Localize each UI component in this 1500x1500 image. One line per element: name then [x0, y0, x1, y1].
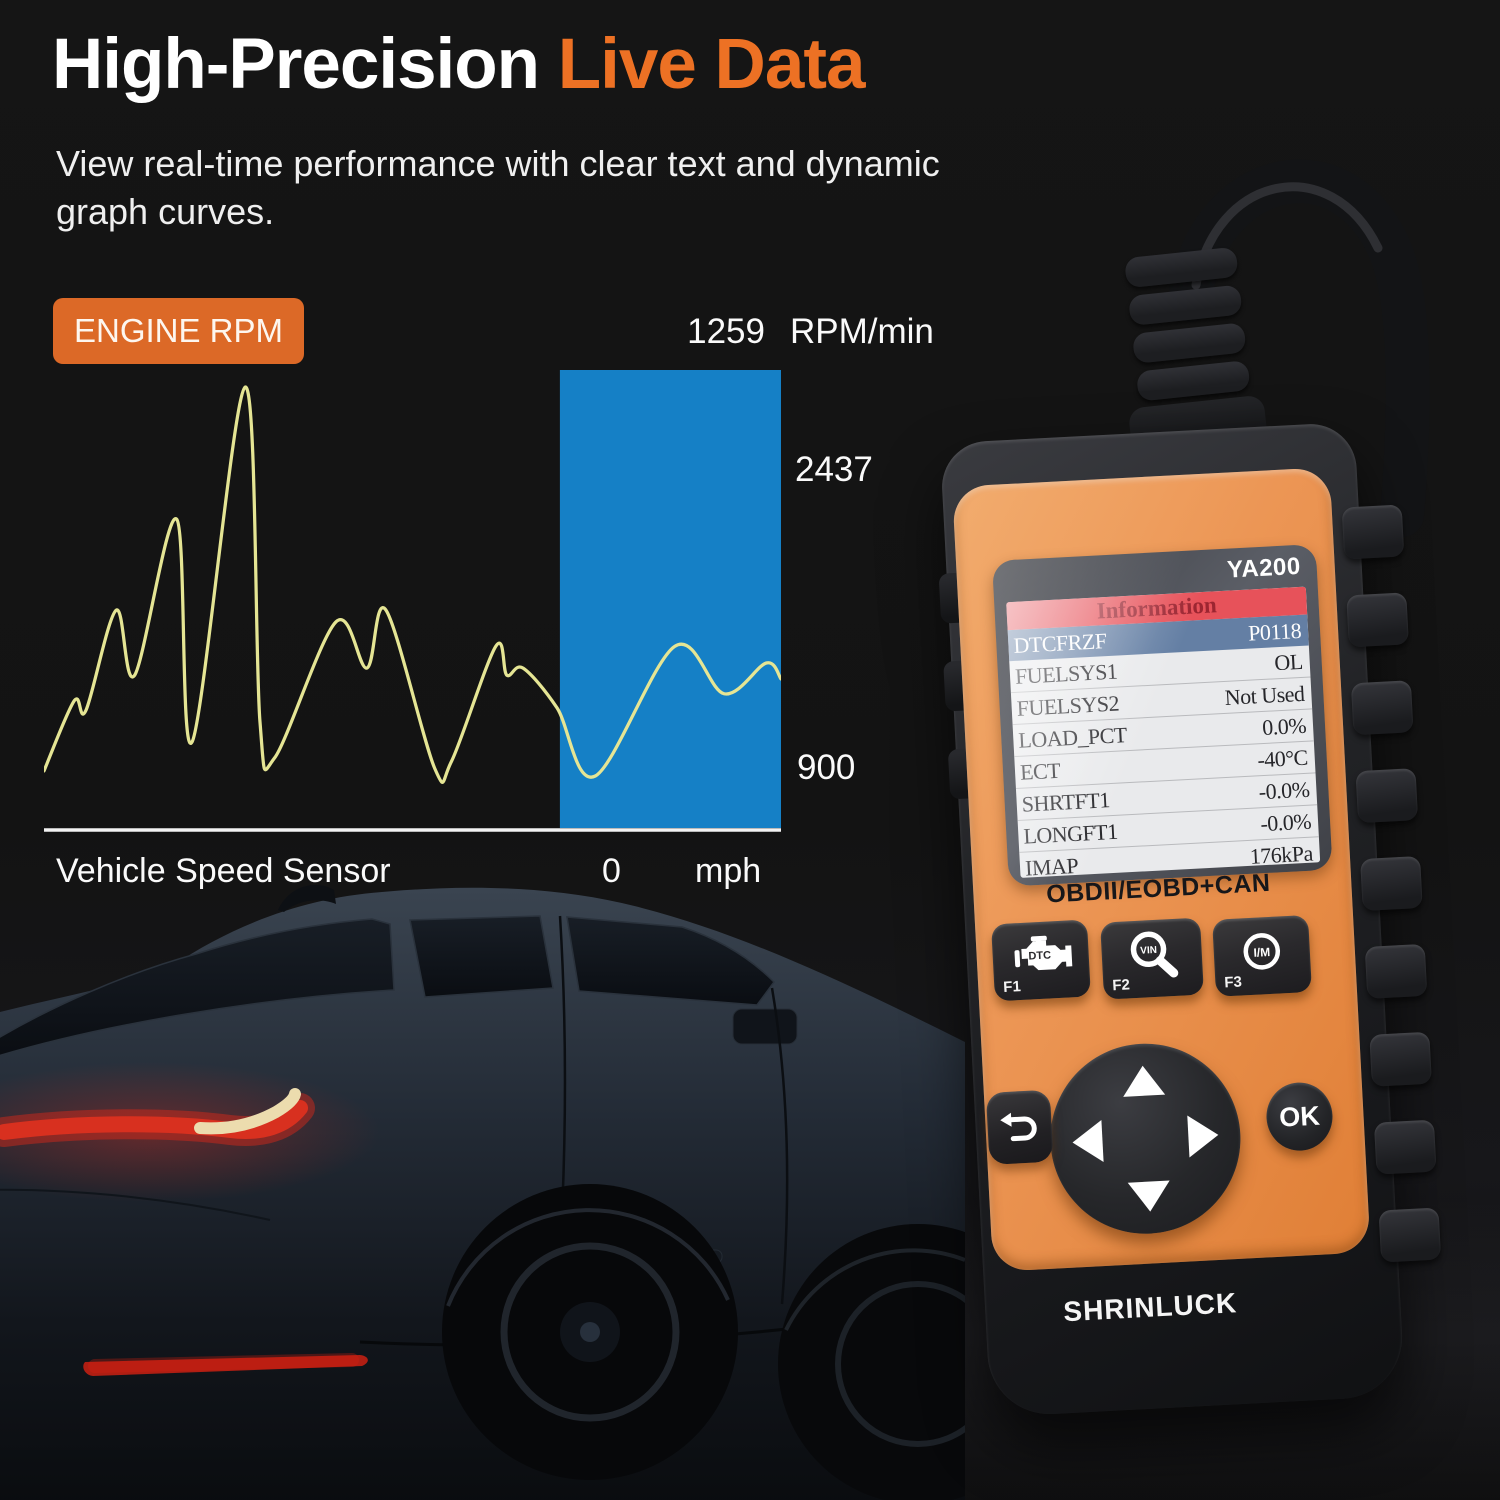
dtc-button[interactable]: DTC F1: [991, 919, 1091, 1002]
bumper-seam: [0, 1188, 271, 1221]
row-value: -0.0%: [1258, 776, 1310, 804]
f1-label: F1: [1002, 978, 1022, 996]
device-faceplate: YA200 Information DTCFRZF P0118 FUELSYS1 OL…: [952, 467, 1371, 1272]
row-value: 176kPa: [1249, 840, 1314, 869]
im-readiness-button[interactable]: I/M F3: [1212, 914, 1312, 997]
svg-text:VIN: VIN: [1140, 945, 1157, 957]
lcd-screen: Information DTCFRZF P0118 FUELSYS1 OL FUELSY…: [1006, 586, 1321, 878]
side-grip-rib: [1378, 1207, 1442, 1263]
subtitle-line1: View real-time performance with clear te…: [56, 143, 940, 184]
rpm-curve: [44, 385, 781, 784]
arrow-up-icon[interactable]: [1121, 1064, 1166, 1097]
cable-strain-relief: [1124, 246, 1269, 459]
row-label: SHRTFT1: [1021, 786, 1111, 817]
back-button[interactable]: [985, 1089, 1054, 1165]
engine-icon: DTC: [1014, 935, 1073, 970]
back-arrow-icon: [1000, 1112, 1037, 1142]
row-value: 0.0%: [1261, 712, 1307, 740]
arrow-down-icon[interactable]: [1127, 1180, 1172, 1213]
car-antenna-fin: [278, 884, 336, 912]
subtitle: View real-time performance with clear te…: [56, 140, 940, 236]
lower-reflector-glow: [88, 1353, 359, 1373]
page-title: High-Precision Live Data: [52, 24, 866, 105]
screen-data-table: DTCFRZF P0118 FUELSYS1 OL FUELSYS2 Not Used LO…: [1007, 614, 1321, 878]
x-axis-unit: mph: [695, 852, 762, 890]
row-value: -40°C: [1256, 744, 1309, 772]
side-grip-rib: [1373, 1119, 1437, 1175]
side-grip-rib: [1346, 592, 1409, 648]
row-label: IMAP: [1024, 852, 1079, 878]
side-grip-rib: [1369, 1031, 1432, 1087]
vin-magnifier-icon: VIN: [1130, 931, 1179, 978]
car-door-seam-2: [770, 987, 789, 1305]
car-rear-wheel: [442, 1184, 738, 1480]
svg-text:DTC: DTC: [1028, 949, 1051, 962]
side-grip-rib: [1341, 504, 1405, 560]
side-grip-rib: [1360, 855, 1423, 912]
rpm-current-value: 1259: [687, 312, 765, 351]
rpm-chart: [44, 370, 781, 832]
car-side-window-front: [566, 916, 775, 1006]
row-label: FUELSYS1: [1014, 658, 1118, 689]
car-front-wheel: [778, 1224, 965, 1500]
directional-pad[interactable]: [1045, 1038, 1246, 1239]
subtitle-line2: graph curves.: [56, 191, 275, 232]
car-photo: [0, 884, 965, 1500]
row-label: LOAD_PCT: [1017, 721, 1128, 753]
side-grip-rib: [1364, 943, 1428, 999]
row-label: DTCFRZF: [1012, 627, 1108, 658]
x-axis-label: Vehicle Speed Sensor: [56, 852, 391, 890]
screen-bezel: YA200 Information DTCFRZF P0118 FUELSYS1 OL…: [991, 543, 1333, 887]
arrow-left-icon[interactable]: [1071, 1119, 1104, 1164]
vin-button[interactable]: VIN F2: [1100, 917, 1204, 1000]
side-grip-rib: [1350, 680, 1414, 736]
engine-rpm-badge: ENGINE RPM: [53, 298, 304, 364]
car-side-window-rear: [409, 915, 554, 998]
row-label: FUELSYS2: [1016, 690, 1120, 721]
svg-text:I/M: I/M: [1253, 945, 1270, 960]
rpm-lower-ref: 900: [797, 748, 856, 787]
x-axis-value: 0: [602, 852, 621, 890]
row-value: P0118: [1247, 617, 1302, 646]
ok-button[interactable]: OK: [1264, 1080, 1335, 1153]
arrow-right-icon[interactable]: [1187, 1113, 1220, 1158]
f2-label: F2: [1111, 976, 1131, 995]
speed-highlight-bar: [559, 370, 781, 828]
row-label: LONGFT1: [1022, 818, 1119, 849]
row-value: OL: [1273, 648, 1304, 675]
row-value: Not Used: [1224, 680, 1305, 710]
car-mirror: [732, 1008, 798, 1045]
obd-scanner-device: YA200 Information DTCFRZF P0118 FUELSYS1 OL…: [938, 421, 1442, 1418]
rpm-unit-label: RPM/min: [790, 312, 934, 351]
rpm-upper-ref: 2437: [795, 450, 873, 489]
row-label: ECT: [1019, 757, 1061, 785]
side-grip-rib: [1355, 768, 1419, 824]
model-label: YA200: [1226, 552, 1302, 584]
car-rear-window: [0, 918, 395, 1057]
f3-label: F3: [1223, 973, 1243, 992]
title-orange: Live Data: [557, 25, 866, 104]
taillight-blade: [194, 1088, 301, 1135]
row-value: -0.0%: [1259, 808, 1312, 836]
title-white: High-Precision: [52, 25, 540, 104]
im-icon: I/M: [1243, 932, 1281, 970]
lower-reflector: [83, 1355, 368, 1376]
